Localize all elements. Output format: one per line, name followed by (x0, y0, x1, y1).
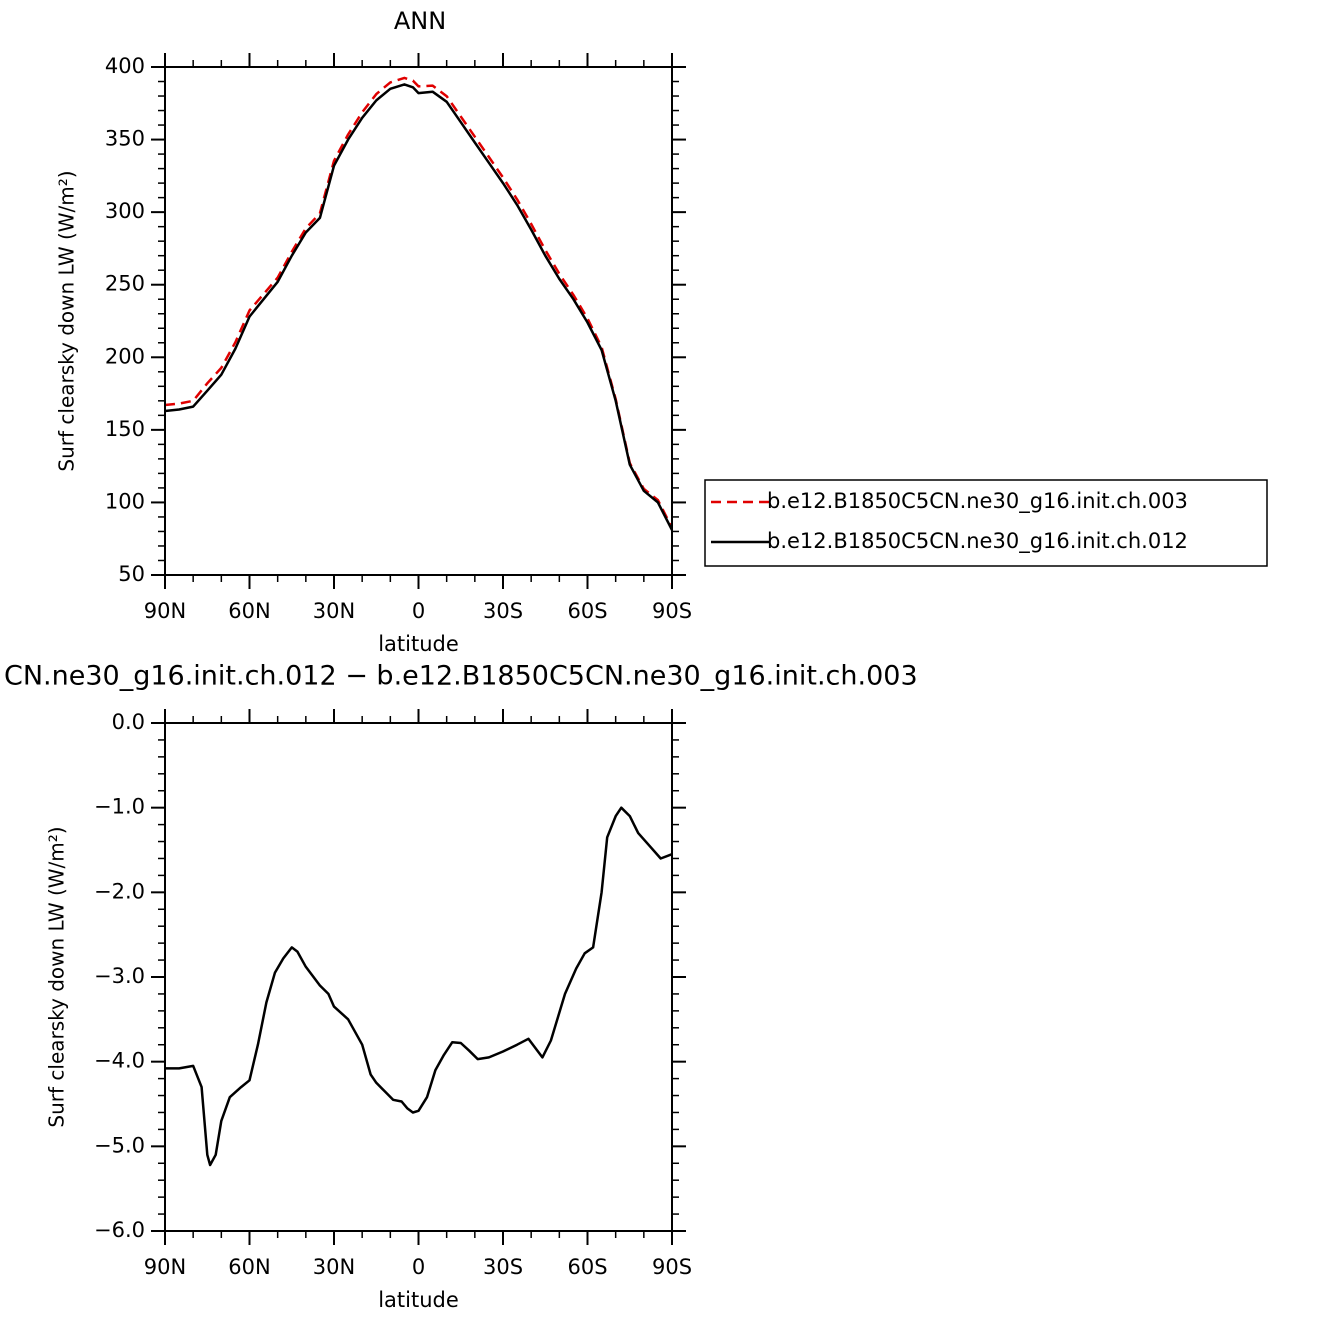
y-tick-label: 400 (105, 54, 145, 78)
series-line (164, 83, 674, 531)
x-tick-label: 30S (483, 599, 523, 623)
x-tick-label: 60S (567, 599, 607, 623)
legend-box (704, 479, 1268, 567)
x-tick-label: 30S (483, 1255, 523, 1279)
x-tick-label: 90S (652, 1255, 692, 1279)
chart-title: CN.ne30_g16.init.ch.012 − b.e12.B1850C5C… (4, 661, 918, 692)
x-axis-label: latitude (378, 632, 459, 656)
y-axis-label: Surf clearsky down LW (W/m²) (55, 170, 79, 471)
y-tick-label: 150 (105, 417, 145, 441)
legend-label: b.e12.B1850C5CN.ne30_g16.init.ch.012 (767, 529, 1188, 554)
x-tick-label: 30N (313, 599, 355, 623)
y-tick-label: 50 (118, 562, 145, 586)
y-tick-label: 250 (105, 272, 145, 296)
plot-frame (164, 66, 673, 576)
chart-title: ANN (394, 7, 446, 35)
y-axis-label: Surf clearsky down LW (W/m²) (45, 826, 69, 1127)
x-tick-label: 0 (412, 1255, 425, 1279)
y-tick-label: −6.0 (94, 1218, 145, 1242)
x-tick-label: 30N (313, 1255, 355, 1279)
y-tick-label: −5.0 (94, 1133, 145, 1157)
x-tick-label: 90S (652, 599, 692, 623)
x-tick-label: 60S (567, 1255, 607, 1279)
x-axis-label: latitude (378, 1288, 459, 1312)
y-tick-label: 350 (105, 127, 145, 151)
y-tick-label: 300 (105, 199, 145, 223)
x-tick-label: 60N (228, 599, 270, 623)
y-tick-label: −2.0 (94, 879, 145, 903)
legend-label: b.e12.B1850C5CN.ne30_g16.init.ch.003 (767, 489, 1188, 514)
x-tick-label: 0 (412, 599, 425, 623)
y-tick-label: −3.0 (94, 964, 145, 988)
x-tick-label: 90N (144, 599, 186, 623)
series-line (165, 806, 673, 1167)
y-tick-label: 100 (105, 489, 145, 513)
x-tick-label: 60N (228, 1255, 270, 1279)
y-tick-label: 200 (105, 344, 145, 368)
y-tick-label: −4.0 (94, 1049, 145, 1073)
y-tick-label: 0.0 (112, 710, 145, 734)
plot-frame (164, 722, 673, 1232)
series-line (164, 76, 674, 529)
y-tick-label: −1.0 (94, 795, 145, 819)
x-tick-label: 90N (144, 1255, 186, 1279)
